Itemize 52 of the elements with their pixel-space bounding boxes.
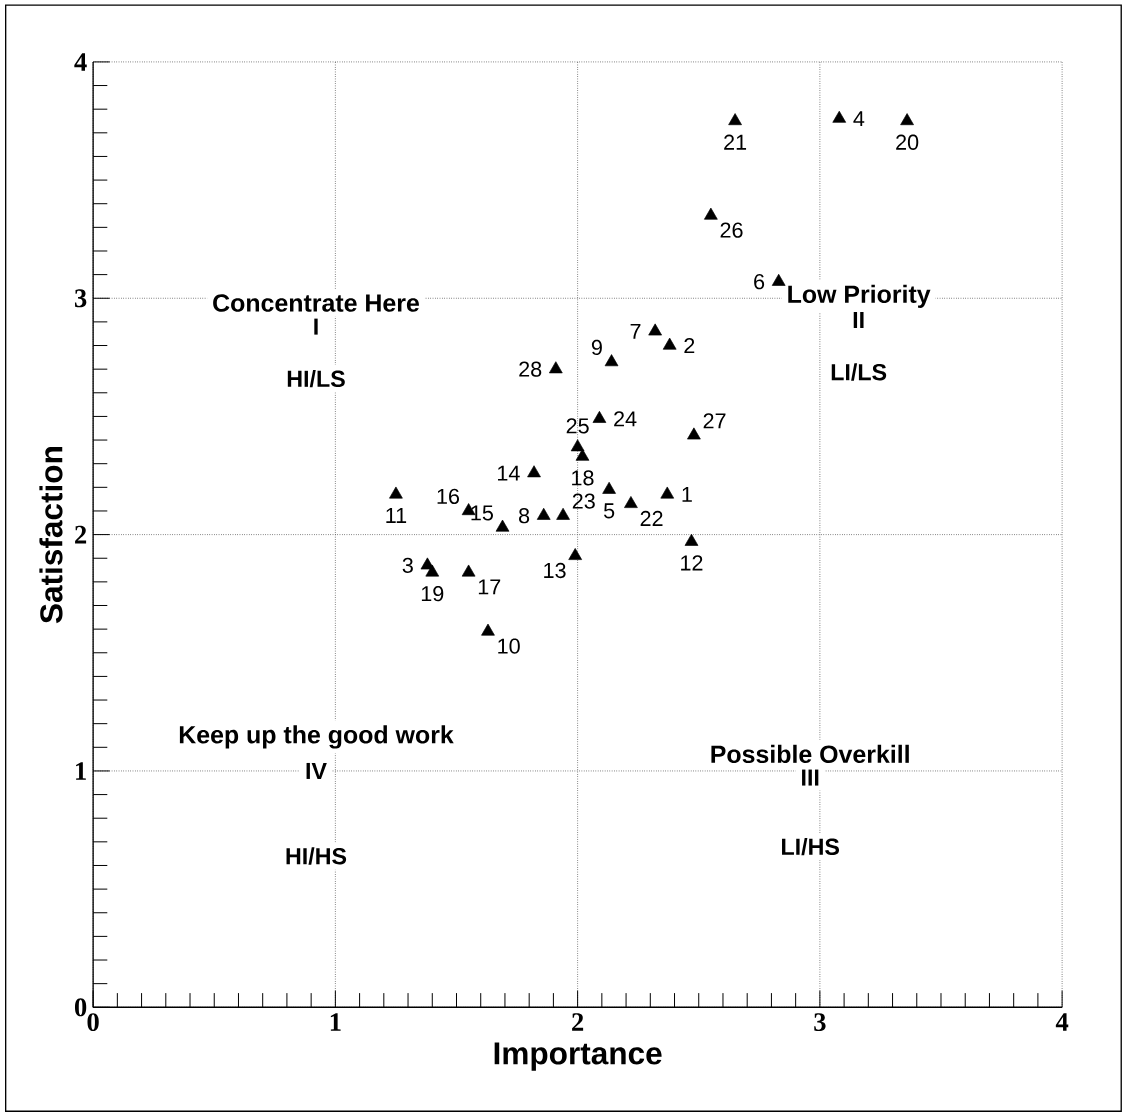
annotation: Possible Overkill xyxy=(711,744,909,763)
annotation: I xyxy=(314,318,318,335)
annotation: 19 xyxy=(421,585,444,602)
annotation: 5 xyxy=(603,503,615,519)
annotation: 27 xyxy=(703,413,726,429)
annotation: 11 xyxy=(386,507,407,523)
annotation: III xyxy=(802,769,819,786)
annotation: 8 xyxy=(519,507,530,524)
annotation: Concentrate Here xyxy=(213,293,419,312)
annotation: 18 xyxy=(572,470,594,486)
annotation: 28 xyxy=(519,361,542,377)
y-axis-title: Satisfaction xyxy=(39,446,63,623)
annotation: 6 xyxy=(754,273,765,290)
annotation: II xyxy=(853,311,864,328)
annotation: 7 xyxy=(630,323,641,339)
x-tick-label: 3 xyxy=(814,1012,826,1031)
annotation: 1 xyxy=(682,486,692,502)
annotation: 20 xyxy=(896,134,919,150)
annotation: 4 xyxy=(853,111,865,126)
y-tick-label: 1 xyxy=(76,761,86,780)
y-tick-label: 4 xyxy=(74,52,87,71)
annotation: HI/HS xyxy=(286,847,347,865)
annotation: Keep up the good work xyxy=(179,725,454,749)
x-tick-label: 4 xyxy=(1055,1012,1069,1031)
annotation: 13 xyxy=(544,562,566,578)
y-tick-label: 3 xyxy=(74,289,87,307)
annotation: HI/LS xyxy=(287,369,345,388)
annotation: 10 xyxy=(498,638,520,654)
annotation: 22 xyxy=(640,510,663,526)
annotation: 21 xyxy=(724,134,747,150)
annotation: IV xyxy=(306,762,327,779)
annotation: 17 xyxy=(478,579,501,595)
x-tick-label: 0 xyxy=(87,1012,99,1031)
annotation: LI/LS xyxy=(831,363,887,381)
annotation: Low Priority xyxy=(788,284,931,308)
annotation: 9 xyxy=(591,339,602,355)
annotation: 2 xyxy=(684,337,695,353)
x-tick-label: 1 xyxy=(330,1012,341,1031)
annotation: 14 xyxy=(498,465,520,481)
annotation: 25 xyxy=(566,418,589,434)
annotation: 26 xyxy=(720,222,743,238)
annotation: 15 xyxy=(471,505,493,521)
annotation: 16 xyxy=(437,488,460,504)
annotation: 23 xyxy=(572,493,595,509)
x-axis-title: Importance xyxy=(494,1042,662,1071)
annotation: 24 xyxy=(614,411,637,427)
y-tick-label: 2 xyxy=(75,525,87,544)
x-tick-label: 2 xyxy=(572,1012,584,1031)
annotation: 12 xyxy=(681,555,703,571)
annotation: LI/HS xyxy=(782,837,840,856)
y-tick-label: 0 xyxy=(74,998,87,1017)
annotation: 3 xyxy=(402,557,413,573)
